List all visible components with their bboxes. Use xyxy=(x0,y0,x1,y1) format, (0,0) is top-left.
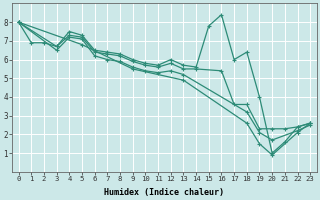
X-axis label: Humidex (Indice chaleur): Humidex (Indice chaleur) xyxy=(104,188,224,197)
